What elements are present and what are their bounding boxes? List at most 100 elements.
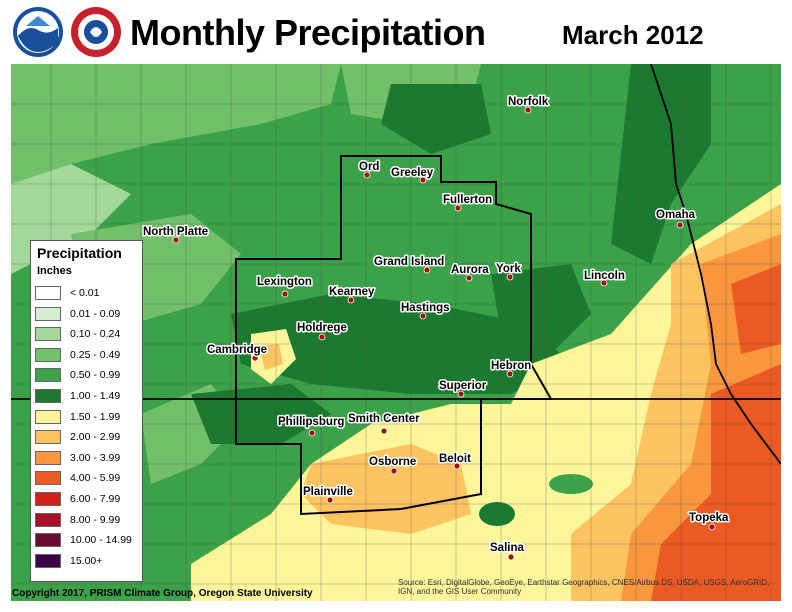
city-cambridge: Cambridge — [206, 343, 269, 362]
red-zone-ne — [731, 264, 781, 354]
legend-item: 0.10 - 0.24 — [35, 326, 139, 343]
red-zone-se — [651, 364, 781, 601]
city-lincoln: Lincoln — [583, 269, 626, 287]
city-label: York — [496, 263, 521, 275]
city-omaha: Omaha — [655, 208, 697, 229]
legend-item: 3.00 - 3.99 — [35, 450, 139, 467]
legend-label: 2.00 - 2.99 — [70, 431, 121, 444]
city-label: Ord — [359, 161, 379, 173]
city-kearney: Kearney — [328, 285, 376, 304]
city-label: Topeka — [689, 512, 729, 524]
legend-swatch — [35, 512, 61, 527]
page-title: Monthly Precipitation — [130, 12, 486, 53]
legend-item: 1.00 - 1.49 — [35, 388, 139, 405]
city-label: Omaha — [656, 209, 696, 221]
legend-swatch — [35, 306, 61, 321]
city-label: Salina — [490, 542, 524, 554]
legend-label: 6.00 - 7.99 — [70, 493, 121, 505]
legend-item: 6.00 - 7.99 — [35, 491, 139, 508]
city-label: Greeley — [391, 167, 434, 179]
legend-swatch — [35, 430, 61, 445]
city-label: Grand Island — [374, 256, 444, 268]
city-label: Smith Center — [348, 413, 420, 425]
source-attribution: Source: Esri, DigitalGlobe, GeoEye, Eart… — [398, 578, 770, 596]
city-hastings: Hastings — [400, 301, 451, 320]
city-fullerton: Fullerton — [442, 193, 494, 212]
city-salina: Salina — [489, 541, 526, 561]
legend-swatch — [35, 471, 61, 486]
legend-swatch — [35, 327, 61, 342]
legend-item: 0.01 - 0.09 — [35, 306, 139, 323]
city-label: Osborne — [369, 456, 416, 468]
orange-zone-cambridge — [259, 344, 283, 370]
noaa-logo — [13, 7, 63, 57]
legend-label: 0.50 - 0.99 — [70, 369, 121, 382]
legend-swatch — [35, 347, 61, 362]
legend-swatch — [35, 450, 61, 465]
legend-label: 15.00+ — [70, 554, 103, 567]
city-label: Beloit — [439, 453, 471, 465]
city-label: Norfolk — [508, 96, 549, 108]
legend-label: 0.10 - 0.24 — [70, 328, 121, 341]
legend-label: 4.00 - 5.99 — [70, 472, 121, 485]
city-label: Lexington — [257, 276, 312, 288]
city-greeley: Greeley — [390, 166, 435, 184]
city-plainville: Plainville — [302, 485, 354, 504]
city-norfolk: Norfolk — [507, 95, 550, 114]
legend-item: 0.50 - 0.99 — [35, 367, 139, 384]
legend-label: 1.00 - 1.49 — [70, 390, 121, 402]
city-ord: Ord — [358, 160, 381, 179]
light-zone-nw — [11, 64, 341, 184]
legend-item: 2.00 - 2.99 — [35, 429, 139, 446]
nws-logo — [71, 7, 121, 57]
city-label: Hastings — [401, 302, 450, 314]
city-grand-island: Grand Island — [373, 255, 446, 274]
legend-label: 1.50 - 1.99 — [70, 410, 121, 423]
city-osborne: Osborne — [368, 455, 418, 475]
green-island-1 — [479, 502, 515, 526]
map-date: March 2012 — [562, 20, 704, 50]
legend-label: < 0.01 — [70, 287, 100, 299]
legend-label: 0.01 - 0.09 — [70, 307, 121, 320]
legend: Precipitation Inches < 0.01 0.01 - 0.09 0.… — [30, 240, 143, 582]
city-label: Plainville — [303, 486, 353, 498]
city-north-platte: North Platte — [142, 225, 210, 244]
city-label: Hebron — [491, 360, 531, 372]
legend-swatch — [35, 389, 61, 403]
legend-units: Inches — [37, 265, 72, 277]
legend-item: 8.00 - 9.99 — [35, 512, 139, 529]
city-label: North Platte — [143, 226, 208, 238]
header: Monthly Precipitation March 2012 — [0, 0, 792, 64]
city-aurora: Aurora — [450, 263, 491, 282]
city-topeka: Topeka — [688, 511, 731, 531]
city-lexington: Lexington — [256, 275, 313, 298]
dark-zone-east2 — [491, 264, 591, 354]
city-york: York — [495, 262, 523, 281]
region-outline — [235, 155, 553, 516]
legend-swatch — [35, 492, 61, 506]
copyright-text: Copyright 2017, PRISM Climate Group, Ore… — [12, 588, 313, 599]
city-label: Kearney — [329, 286, 375, 298]
city-label: Fullerton — [443, 194, 492, 206]
legend-item: 1.50 - 1.99 — [35, 409, 139, 426]
legend-item: 0.25 - 0.49 — [35, 347, 139, 364]
legend-item: 4.00 - 5.99 — [35, 470, 139, 487]
legend-swatch — [35, 286, 61, 300]
dark-zone-north — [381, 84, 491, 154]
legend-title: Precipitation — [37, 245, 122, 261]
legend-swatch — [35, 533, 61, 548]
city-label: Holdrege — [297, 322, 347, 334]
legend-swatch — [35, 553, 61, 568]
green-island-2 — [549, 474, 593, 494]
legend-label: 8.00 - 9.99 — [70, 513, 121, 526]
city-markers: Norfolk Ord Greeley Fullerton North Plat… — [142, 95, 731, 561]
legend-swatch — [35, 409, 61, 424]
city-label: Superior — [439, 380, 487, 392]
city-phillipsburg: Phillipsburg — [277, 415, 346, 437]
legend-item: 15.00+ — [35, 553, 139, 570]
city-holdrege: Holdrege — [296, 321, 348, 341]
city-hebron: Hebron — [490, 359, 533, 378]
legend-label: 10.00 - 14.99 — [70, 534, 132, 547]
legend-label: 0.25 - 0.49 — [70, 348, 121, 361]
city-beloit: Beloit — [438, 452, 473, 470]
